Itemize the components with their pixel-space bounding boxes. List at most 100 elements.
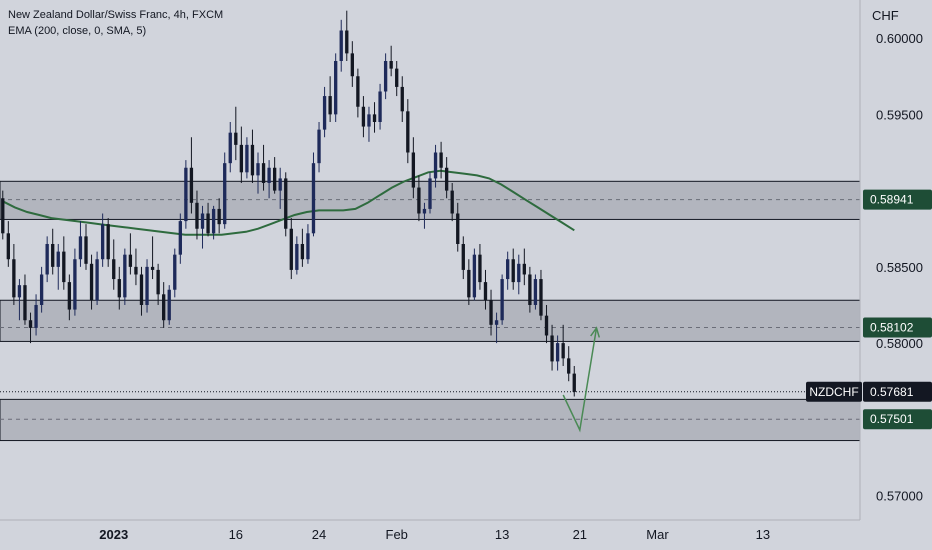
candle — [334, 53, 338, 122]
candle-body — [483, 282, 488, 301]
candle-body — [322, 96, 327, 130]
candle — [528, 266, 532, 313]
candle — [217, 198, 221, 234]
y-tick-label: 0.60000 — [876, 31, 923, 46]
candle — [261, 144, 266, 191]
candle-body — [444, 167, 449, 191]
candle — [250, 129, 255, 183]
candle-body — [223, 163, 227, 225]
candle-body — [95, 259, 99, 301]
price-tag-box — [863, 189, 932, 210]
candle — [1, 190, 5, 240]
candle — [12, 243, 16, 305]
candle-body — [367, 114, 371, 127]
candle-body — [450, 190, 454, 214]
candle — [561, 324, 565, 366]
candle-body — [117, 279, 121, 298]
candle-body — [494, 320, 499, 325]
candle-body — [89, 263, 94, 301]
projection-layer — [562, 326, 601, 433]
candle — [395, 60, 399, 97]
candle-body — [206, 213, 210, 234]
candle — [461, 236, 465, 280]
candle — [550, 324, 554, 371]
candle-body — [39, 274, 44, 305]
candle-body — [250, 144, 255, 176]
candle — [150, 236, 155, 280]
candle-body — [272, 167, 277, 191]
candle — [361, 96, 366, 138]
candle-body — [395, 68, 399, 87]
candle-body — [62, 251, 66, 283]
price-tags-layer: 0.58941 0.58102 0.57681 NZDCHF 0.57501 — [806, 189, 932, 430]
symbol-tag-box — [806, 381, 862, 402]
projection-path — [562, 327, 598, 433]
candle — [189, 137, 194, 214]
candle — [39, 266, 44, 313]
candle — [162, 282, 166, 328]
candle-body — [517, 263, 521, 283]
candle — [128, 233, 133, 275]
candle-body — [217, 208, 221, 225]
candle-body — [134, 266, 138, 275]
projection-arrowhead — [590, 326, 601, 338]
candle-body — [100, 224, 105, 260]
candle — [284, 172, 288, 237]
candle — [517, 254, 521, 295]
ema-200-line — [2, 169, 575, 236]
time-axis[interactable]: 2023 16 24 Feb 13 21 Mar 13 — [99, 527, 770, 542]
candle-body — [472, 254, 477, 298]
price-axis[interactable]: 0.60000 0.59500 0.58500 0.58000 0.57000 — [876, 31, 923, 503]
candle-body — [12, 259, 16, 298]
candle — [422, 202, 427, 229]
candle-body — [478, 254, 482, 283]
x-tick-label: 16 — [229, 527, 243, 542]
price-tag-value: 0.57501 — [870, 412, 914, 426]
candle-body — [400, 86, 404, 112]
candle — [84, 224, 88, 270]
candle-body — [339, 30, 343, 61]
candle — [200, 205, 205, 249]
candle-body — [123, 254, 127, 298]
candle — [173, 248, 177, 298]
candles-layer — [1, 10, 576, 397]
candle — [295, 236, 299, 275]
symbol-tag-label: NZDCHF — [809, 385, 858, 399]
last-price-tag: 0.57681 NZDCHF — [806, 381, 932, 402]
candle-body — [389, 60, 393, 69]
candle-body — [456, 213, 460, 244]
candle — [139, 266, 144, 316]
candle-body — [411, 152, 416, 188]
candle-body — [234, 132, 238, 145]
candle-body — [528, 274, 532, 305]
y-tick-label: 0.57000 — [876, 489, 923, 504]
candle-body — [544, 315, 549, 336]
candle — [95, 251, 99, 305]
candle-body — [317, 129, 321, 164]
y-tick-label: 0.58500 — [876, 260, 923, 275]
candle-body — [328, 96, 332, 115]
candle — [178, 213, 182, 264]
price-tag-value: 0.58941 — [870, 193, 914, 207]
candle — [28, 312, 33, 344]
level-price-tag: 0.58941 — [863, 189, 932, 210]
candle-body — [361, 106, 366, 127]
candle — [134, 248, 138, 286]
candle-body — [195, 202, 199, 229]
candle — [506, 251, 510, 290]
candle — [78, 221, 83, 267]
candle — [456, 202, 460, 252]
candle — [45, 236, 49, 283]
candle — [400, 76, 404, 122]
candle — [406, 99, 410, 164]
candle-body — [189, 167, 194, 203]
candle-body — [334, 60, 338, 115]
candle — [167, 285, 171, 325]
candle-body — [561, 343, 565, 359]
candle — [522, 248, 526, 286]
candle-body — [128, 254, 133, 267]
zone-rect — [0, 299, 861, 342]
candle — [106, 218, 110, 267]
chart-title: New Zealand Dollar/Swiss Franc, 4h, FXCM — [8, 9, 223, 21]
